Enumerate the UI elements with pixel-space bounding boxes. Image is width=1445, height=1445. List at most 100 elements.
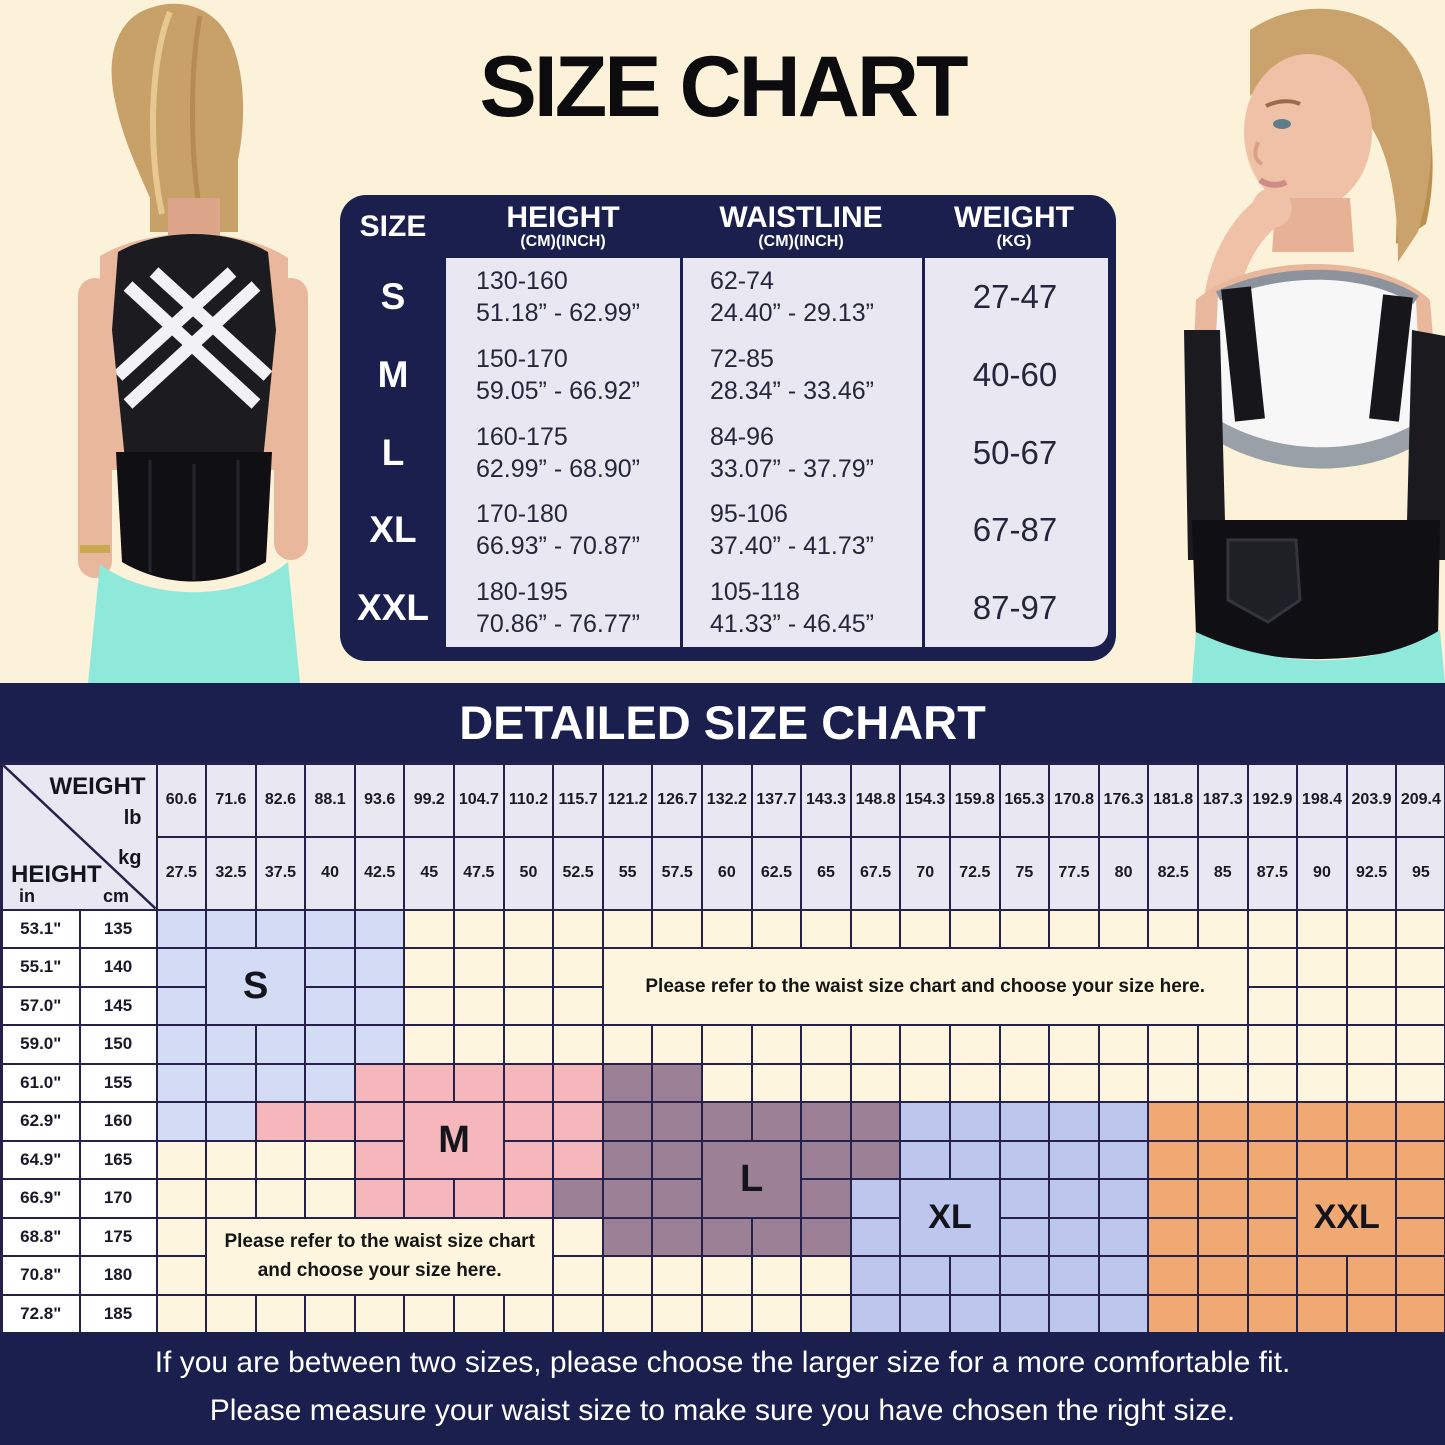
grid-cell (254, 1101, 307, 1142)
weight-lb-cell: 176.3 (1097, 762, 1150, 838)
grid-cell (552, 1255, 604, 1296)
weight-kg-cell: 62.5 (750, 835, 803, 911)
grid-cell (1296, 1293, 1348, 1334)
grid-cell (701, 1024, 753, 1065)
grid-cell (353, 1101, 406, 1142)
grid-cell (1048, 908, 1100, 949)
grid-cell (1048, 1255, 1100, 1296)
size-row-XXL: XXL 180-195 70.86” - 76.77” 105-118 41.33” -… (340, 569, 1108, 647)
grid-cell (651, 1101, 704, 1142)
weight-lb-cell: 88.1 (304, 762, 356, 838)
size-row-L: L 160-175 62.99” - 68.90” 84-96 33.07” - 37.… (340, 414, 1108, 492)
detailed-chart-banner: DETAILED SIZE CHART (0, 683, 1445, 762)
grid-cell (601, 1255, 654, 1296)
col-header-weight: WEIGHT (954, 201, 1074, 235)
size-region-label-XL: XL (899, 1178, 1001, 1257)
grid-cell (601, 1101, 654, 1142)
grid-cell (552, 908, 604, 949)
grid-cell (1395, 1178, 1445, 1219)
size-label: L (381, 431, 405, 473)
weight-lb-cell: 181.8 (1147, 762, 1199, 838)
weight-kg-cell: 32.5 (205, 835, 257, 911)
grid-cell (998, 1178, 1051, 1219)
grid-cell (403, 1062, 456, 1103)
grid-cell (1196, 1024, 1249, 1065)
grid-cell (1296, 947, 1348, 988)
grid-cell (1395, 1255, 1445, 1296)
weight-lb-cell: 154.3 (899, 762, 951, 838)
size-label: XXL (357, 587, 429, 629)
weight-lb-cell: 159.8 (949, 762, 1001, 838)
grid-cell (949, 1024, 1001, 1065)
grid-cell (254, 908, 307, 949)
size-summary-table: SIZE HEIGHT (CM)(INCH) WAISTLINE (CM)(IN… (340, 195, 1116, 661)
detailed-size-table: WEIGHT lb kg HEIGHT in cm 60.6 71.6 82.6 88.1 93.6… (0, 762, 1445, 1335)
weight-kg-cell: 82.5 (1147, 835, 1199, 911)
page-title: SIZE CHART (479, 39, 969, 135)
grid-cell (254, 1293, 307, 1334)
grid-cell (1345, 1024, 1398, 1065)
grid-cell (998, 908, 1051, 949)
detailed-chart-title: DETAILED SIZE CHART (459, 696, 986, 749)
grid-cell (155, 1101, 208, 1142)
grid-cell (849, 1062, 902, 1103)
weight-lb-cell: 60.6 (155, 762, 208, 838)
grid-cell (552, 985, 604, 1026)
grid-cell (1395, 1216, 1445, 1257)
grid-cell (701, 1255, 753, 1296)
grid-cell (254, 1024, 307, 1065)
grid-cell (1097, 1255, 1150, 1296)
height-range: 130-160 51.18” - 62.99” (476, 267, 640, 327)
grid-cell (1296, 1024, 1348, 1065)
corner-cm-label: cm (103, 885, 130, 906)
column-divider (680, 258, 683, 647)
corner-weight-label: WEIGHT (49, 773, 146, 800)
grid-cell (601, 1216, 654, 1257)
weight-lb-cell: 209.4 (1395, 762, 1445, 838)
grid-cell (1196, 1062, 1249, 1103)
grid-cell (998, 1216, 1051, 1257)
grid-cell (1196, 1293, 1249, 1334)
grid-cell (304, 1062, 356, 1103)
corner-in-label: in (19, 885, 35, 906)
grid-cell (304, 1139, 356, 1180)
weight-lb-cell: 198.4 (1296, 762, 1348, 838)
height-cm-cell: 145 (78, 985, 158, 1026)
grid-cell (1048, 1139, 1100, 1180)
grid-cell (998, 1062, 1051, 1103)
grid-cell (1246, 1255, 1299, 1296)
grid-cell (205, 1178, 257, 1219)
weight-lb-cell: 203.9 (1345, 762, 1398, 838)
grid-cell (1246, 947, 1299, 988)
grid-cell (899, 908, 951, 949)
grid-cell (849, 1101, 902, 1142)
size-region-label-L: L (701, 1139, 803, 1219)
grid-cell (1296, 1255, 1348, 1296)
weight-kg-cell: 70 (899, 835, 951, 911)
weight-lb-cell: 126.7 (651, 762, 704, 838)
grid-cell (155, 908, 208, 949)
grid-cell (552, 1293, 604, 1334)
grid-cell (1048, 1062, 1100, 1103)
size-row-M: M 150-170 59.05” - 66.92” 72-85 28.34” - 33.… (340, 336, 1108, 414)
grid-cell (254, 1062, 307, 1103)
grid-cell (502, 1024, 555, 1065)
weight-lb-cell: 143.3 (800, 762, 852, 838)
grid-cell (1048, 1293, 1100, 1334)
grid-cell (949, 1255, 1001, 1296)
grid-cell (1097, 1293, 1150, 1334)
weight-lb-cell: 71.6 (205, 762, 257, 838)
grid-cell (1246, 1178, 1299, 1219)
grid-cell (998, 1101, 1051, 1142)
grid-cell (601, 1293, 654, 1334)
grid-cell (304, 947, 356, 988)
grid-cell (1296, 1101, 1348, 1142)
grid-cell (453, 985, 505, 1026)
height-range: 150-170 59.05” - 66.92” (476, 344, 640, 405)
footer-line-2: Please measure your waist size to make s… (209, 1394, 1236, 1427)
height-cm-cell: 140 (78, 947, 158, 988)
grid-cell (1395, 1101, 1445, 1142)
grid-cell (403, 908, 456, 949)
grid-cell (750, 1024, 803, 1065)
grid-cell (353, 1178, 406, 1219)
